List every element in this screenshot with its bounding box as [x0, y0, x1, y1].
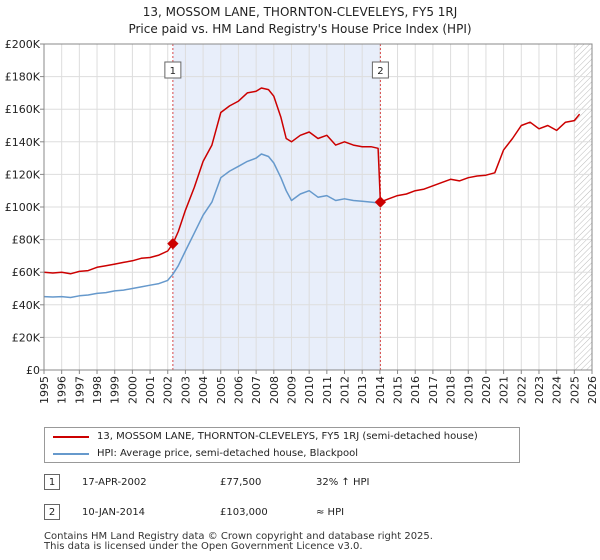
transaction-number: 2 — [44, 504, 60, 520]
x-tick-label: 1995 — [38, 376, 51, 404]
series-line — [43, 153, 381, 299]
chart-title: 13, MOSSOM LANE, THORNTON-CLEVELEYS, FY5… — [143, 5, 458, 19]
y-tick-label: £180K — [5, 71, 41, 84]
transaction-hpi: 32% ↑ HPI — [316, 477, 370, 488]
legend-swatch-property — [53, 436, 89, 438]
transaction-row: 1 17-APR-2002 £77,500 32% ↑ HPI — [0, 473, 600, 493]
x-tick-label: 2012 — [339, 376, 352, 404]
x-tick-label: 1998 — [91, 376, 104, 404]
x-tick-label: 2019 — [462, 376, 475, 404]
x-tick-label: 2026 — [586, 376, 599, 404]
y-tick-label: £40K — [12, 299, 41, 312]
legend-swatch-hpi — [53, 453, 89, 455]
chart-legend: 13, MOSSOM LANE, THORNTON-CLEVELEYS, FY5… — [44, 427, 520, 463]
x-tick-label: 2018 — [445, 376, 458, 404]
x-tick-label: 2002 — [162, 376, 175, 404]
transaction-price: £103,000 — [220, 507, 268, 518]
y-tick-label: £80K — [12, 234, 41, 247]
y-tick-label: £200K — [5, 38, 41, 51]
footer-attribution: Contains HM Land Registry data © Crown c… — [44, 532, 433, 552]
x-tick-label: 2020 — [480, 376, 493, 404]
transaction-number: 1 — [44, 474, 60, 490]
x-tick-label: 2016 — [409, 376, 422, 404]
x-tick-label: 2013 — [356, 376, 369, 404]
x-tick-label: 2005 — [215, 376, 228, 404]
sale-label: 1 — [170, 66, 176, 77]
x-tick-label: 2022 — [515, 376, 528, 404]
chart-subtitle: Price paid vs. HM Land Registry's House … — [128, 22, 471, 36]
price-chart: 13, MOSSOM LANE, THORNTON-CLEVELEYS, FY5… — [5, 5, 599, 404]
x-tick-label: 2008 — [268, 376, 281, 404]
x-tick-label: 2009 — [285, 376, 298, 404]
x-tick-label: 2006 — [232, 376, 245, 404]
sale-label-box — [164, 61, 182, 79]
x-tick-label: 2000 — [126, 376, 139, 404]
sale-point — [167, 238, 179, 250]
y-tick-label: £100K — [5, 201, 41, 214]
footer-line: This data is licensed under the Open Gov… — [44, 541, 363, 552]
transaction-date: 10-JAN-2014 — [82, 507, 146, 518]
x-tick-label: 2011 — [321, 376, 334, 404]
x-tick-label: 2014 — [374, 376, 387, 404]
y-tick-label: £60K — [12, 266, 41, 279]
series-line — [43, 87, 581, 275]
x-tick-label: 2024 — [551, 376, 564, 404]
transaction-hpi: ≈ HPI — [316, 507, 345, 518]
transaction-price: £77,500 — [220, 477, 262, 488]
x-tick-label: 2017 — [427, 376, 440, 404]
footer-line: Contains HM Land Registry data © Crown c… — [44, 531, 433, 542]
x-tick-label: 2003 — [179, 376, 192, 404]
y-tick-label: £20K — [12, 331, 41, 344]
transaction-row: 2 10-JAN-2014 £103,000 ≈ HPI — [0, 503, 600, 523]
x-tick-label: 1997 — [73, 376, 86, 404]
x-tick-label: 2001 — [144, 376, 157, 404]
x-tick-label: 2025 — [568, 376, 581, 404]
sale-point — [374, 196, 387, 208]
x-tick-label: 2021 — [498, 376, 511, 404]
transaction-date: 17-APR-2002 — [82, 477, 147, 488]
legend-label-property: 13, MOSSOM LANE, THORNTON-CLEVELEYS, FY5… — [97, 431, 478, 442]
y-tick-label: £140K — [5, 136, 41, 149]
x-tick-label: 2007 — [250, 376, 263, 404]
legend-label-hpi: HPI: Average price, semi-detached house,… — [97, 448, 359, 459]
sale-label-box — [371, 61, 389, 79]
x-tick-label: 2023 — [533, 376, 546, 404]
y-tick-label: £0 — [26, 364, 40, 377]
sale-label: 2 — [377, 66, 383, 77]
x-tick-label: 1999 — [109, 376, 122, 404]
x-tick-label: 2015 — [392, 376, 405, 404]
y-tick-label: £160K — [5, 103, 41, 116]
x-tick-label: 1996 — [56, 376, 69, 404]
y-tick-label: £120K — [5, 168, 41, 181]
x-tick-label: 2010 — [303, 376, 316, 404]
x-tick-label: 2004 — [197, 376, 210, 404]
